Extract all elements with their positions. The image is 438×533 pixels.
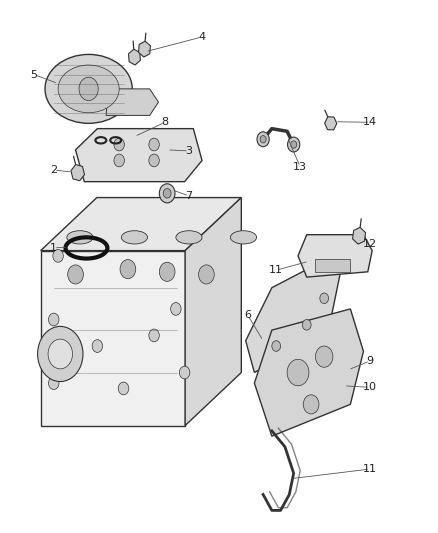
Ellipse shape — [176, 231, 201, 244]
Circle shape — [259, 135, 265, 143]
Text: 14: 14 — [362, 117, 376, 127]
Circle shape — [170, 303, 181, 316]
Text: 2: 2 — [50, 165, 57, 175]
Polygon shape — [41, 198, 241, 251]
Polygon shape — [315, 259, 350, 272]
Circle shape — [148, 138, 159, 151]
Circle shape — [114, 138, 124, 151]
Polygon shape — [254, 309, 363, 436]
Text: 1: 1 — [50, 243, 57, 253]
Text: 12: 12 — [362, 239, 376, 249]
Text: 11: 11 — [362, 464, 376, 474]
Polygon shape — [41, 251, 185, 425]
Circle shape — [67, 265, 83, 284]
Text: 8: 8 — [161, 117, 168, 127]
Circle shape — [120, 260, 135, 279]
Text: 11: 11 — [268, 265, 283, 275]
Circle shape — [53, 249, 63, 262]
Circle shape — [163, 189, 171, 198]
Circle shape — [92, 340, 102, 352]
Ellipse shape — [58, 65, 119, 113]
Ellipse shape — [121, 231, 147, 244]
Text: 7: 7 — [185, 191, 192, 201]
Text: 5: 5 — [31, 70, 38, 79]
Circle shape — [315, 346, 332, 367]
Text: 4: 4 — [198, 32, 205, 42]
Circle shape — [303, 395, 318, 414]
Polygon shape — [185, 198, 241, 425]
Circle shape — [148, 154, 159, 167]
Circle shape — [302, 319, 311, 330]
Polygon shape — [71, 165, 85, 181]
Circle shape — [198, 265, 214, 284]
Polygon shape — [324, 117, 336, 130]
Polygon shape — [138, 41, 150, 57]
Circle shape — [256, 132, 268, 147]
Circle shape — [159, 262, 175, 281]
Circle shape — [114, 154, 124, 167]
Ellipse shape — [230, 231, 256, 244]
Polygon shape — [352, 228, 365, 244]
Polygon shape — [106, 89, 158, 115]
Circle shape — [48, 339, 72, 369]
Ellipse shape — [67, 231, 93, 244]
Polygon shape — [75, 128, 201, 182]
Ellipse shape — [45, 54, 132, 123]
Circle shape — [287, 137, 299, 152]
Circle shape — [159, 184, 175, 203]
Circle shape — [148, 329, 159, 342]
Text: 6: 6 — [244, 310, 251, 320]
Circle shape — [271, 341, 280, 351]
Polygon shape — [245, 256, 341, 373]
Circle shape — [290, 141, 296, 148]
Circle shape — [179, 366, 189, 379]
Circle shape — [319, 293, 328, 304]
Circle shape — [118, 382, 128, 395]
Text: 10: 10 — [362, 382, 376, 392]
Circle shape — [48, 377, 59, 390]
Polygon shape — [297, 235, 371, 277]
Circle shape — [38, 326, 83, 382]
Circle shape — [286, 359, 308, 386]
Text: 13: 13 — [293, 162, 307, 172]
Text: 3: 3 — [185, 146, 192, 156]
Polygon shape — [128, 49, 140, 65]
Circle shape — [79, 77, 98, 101]
Circle shape — [48, 313, 59, 326]
Text: 9: 9 — [366, 356, 373, 366]
